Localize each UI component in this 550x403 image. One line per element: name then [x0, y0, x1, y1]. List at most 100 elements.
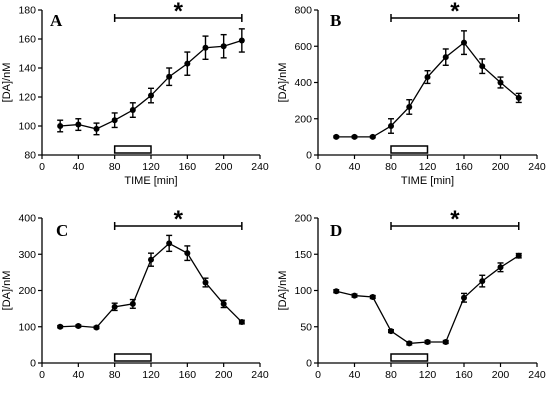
chart-2-point-8	[202, 279, 209, 286]
chart-2-xtick-label-6: 240	[251, 369, 269, 381]
chart-2: 0 100 200 300 400 0 40 80 120 160 200 240 [DA]/nM C *	[1, 206, 269, 381]
chart-2-point-6	[166, 240, 173, 247]
chart-2-point-10	[238, 319, 245, 326]
chart-1-point-7	[461, 39, 467, 46]
chart-3-point-10	[515, 252, 522, 259]
chart-2-point-3	[111, 303, 118, 310]
chart-1-point-8	[479, 63, 486, 70]
chart-3-point-1	[351, 292, 358, 299]
chart-3-xtick-label-4: 160	[455, 369, 473, 381]
chart-1-xtick-label-3: 120	[419, 161, 437, 173]
chart-2-xtick-label-1: 40	[72, 369, 84, 381]
chart-3-xtick-label-5: 200	[492, 369, 510, 381]
chart-0-xtick-label-6: 240	[251, 161, 269, 173]
chart-0-point-9	[220, 43, 227, 50]
chart-1-point-4	[406, 103, 413, 110]
chart-0-ytick-label-0: 80	[24, 150, 36, 162]
chart-0: 80 100 120 140 160 180 0 40 80 120 160 200 240 [DA]/n…	[1, 0, 269, 187]
chart-1-xtick-label-4: 160	[455, 161, 473, 173]
chart-3-ytick-label-4: 200	[294, 213, 312, 225]
chart-3-ytick-label-1: 50	[300, 321, 312, 333]
chart-1-xlabel: TIME [min]	[401, 175, 454, 187]
chart-3-point-6	[442, 338, 449, 345]
chart-2-ytick-label-1: 100	[18, 321, 36, 333]
chart-1-point-10	[515, 94, 522, 101]
chart-1-xtick-label-1: 40	[349, 161, 361, 173]
chart-0-point-8	[202, 44, 209, 51]
chart-3-point-4	[406, 340, 413, 347]
chart-0-stimulus-box	[113, 145, 152, 154]
chart-3-ylabel: [DA]/nM	[277, 271, 289, 311]
chart-1-series-line	[336, 41, 520, 138]
chart-0-point-0	[57, 123, 64, 129]
chart-3-xtick-label-3: 120	[419, 369, 437, 381]
chart-3-ytick-label-0: 0	[306, 358, 312, 370]
chart-1-panel-label: B	[330, 11, 341, 30]
chart-1-point-0	[333, 133, 340, 140]
chart-0-ytick-label-2: 120	[18, 92, 36, 104]
chart-0-xlabel: TIME [min]	[124, 175, 177, 187]
chart-0-xtick-label-1: 40	[72, 161, 84, 173]
chart-1: 0 200 400 600 800 0 40 80 120 160 200 240 [DA]/nM TIM…	[277, 0, 546, 187]
chart-0-xtick-label-5: 200	[215, 161, 233, 173]
chart-3-point-8	[479, 278, 486, 285]
chart-3-ytick-label-3: 150	[294, 249, 312, 261]
chart-2-point-1	[75, 323, 82, 330]
chart-2-ytick-label-2: 200	[18, 285, 36, 297]
chart-3-point-7	[461, 294, 467, 301]
chart-3: 0 50 100 150 200 0 40 80 120 160 200 240 [DA]/nM D *	[277, 206, 546, 381]
chart-2-xtick-label-5: 200	[215, 369, 233, 381]
chart-3-xtick-label-2: 80	[385, 369, 397, 381]
chart-1-ytick-label-2: 400	[294, 77, 312, 89]
chart-0-significance-star: *	[174, 0, 184, 25]
chart-1-xtick-label-2: 80	[385, 161, 397, 173]
chart-2-ylabel: [DA]/nM	[1, 271, 13, 311]
chart-1-xtick-label-6: 240	[528, 161, 546, 173]
chart-2-point-5	[148, 256, 154, 263]
chart-1-ytick-label-1: 200	[294, 113, 312, 125]
chart-1-xtick-label-5: 200	[492, 161, 510, 173]
chart-0-ylabel: [DA]/nM	[1, 63, 13, 103]
chart-1-point-5	[424, 74, 431, 81]
chart-1-ytick-label-0: 0	[306, 150, 312, 162]
chart-1-point-3	[388, 123, 394, 129]
chart-0-ytick-label-5: 180	[18, 5, 36, 17]
chart-1-ytick-label-3: 600	[294, 41, 312, 53]
chart-2-ytick-label-4: 400	[18, 213, 36, 225]
chart-2-point-9	[220, 300, 227, 307]
chart-2-significance-star: *	[174, 206, 184, 233]
chart-2-xtick-label-4: 160	[179, 369, 197, 381]
chart-2-stimulus-box	[113, 353, 152, 362]
chart-3-panel-label: D	[330, 221, 342, 240]
chart-2-point-0	[57, 323, 64, 330]
chart-1-point-6	[442, 54, 449, 61]
chart-0-ytick-label-4: 160	[18, 34, 36, 46]
chart-1-point-1	[351, 133, 358, 140]
chart-3-xtick-label-6: 240	[528, 369, 546, 381]
chart-0-xtick-label-2: 80	[109, 161, 121, 173]
chart-0-xtick-label-0: 0	[39, 161, 45, 173]
chart-3-ytick-label-2: 100	[294, 285, 312, 297]
chart-3-point-2	[369, 294, 376, 301]
chart-0-xtick-label-4: 160	[179, 161, 197, 173]
chart-0-point-6	[166, 73, 173, 80]
chart-0-point-2	[93, 125, 100, 132]
chart-0-panel-label: A	[50, 11, 63, 30]
chart-0-series-line	[60, 39, 243, 130]
chart-1-ytick-label-4: 800	[294, 5, 312, 17]
chart-1-significance-star: *	[450, 0, 460, 25]
chart-2-point-4	[129, 300, 136, 307]
chart-1-point-2	[369, 133, 376, 140]
chart-2-ytick-label-3: 300	[18, 249, 36, 261]
chart-3-point-9	[497, 264, 504, 271]
chart-0-xtick-label-3: 120	[142, 161, 160, 173]
chart-1-point-9	[497, 79, 504, 86]
chart-0-point-1	[75, 121, 82, 128]
chart-3-point-5	[424, 338, 431, 345]
chart-0-ytick-label-1: 100	[18, 121, 36, 133]
chart-0-point-5	[148, 92, 154, 99]
chart-3-xtick-label-1: 40	[349, 369, 361, 381]
chart-1-xtick-label-0: 0	[315, 161, 321, 173]
chart-2-point-7	[184, 250, 191, 257]
